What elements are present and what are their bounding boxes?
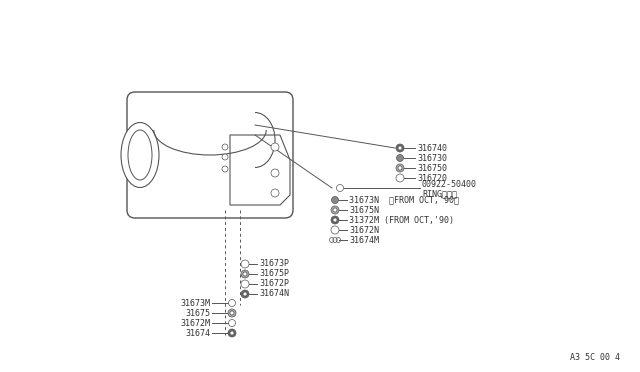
Circle shape — [271, 189, 279, 197]
Text: 31372M (FROM OCT,'90): 31372M (FROM OCT,'90) — [349, 215, 454, 224]
Text: 316720: 316720 — [417, 173, 447, 183]
Circle shape — [332, 196, 339, 203]
Text: 31672P: 31672P — [259, 279, 289, 289]
Circle shape — [241, 270, 249, 278]
Circle shape — [398, 146, 402, 150]
Text: 31674M: 31674M — [349, 235, 379, 244]
Text: A3 5C 00 4: A3 5C 00 4 — [570, 353, 620, 362]
Text: 31674: 31674 — [185, 328, 210, 337]
Text: 31672N: 31672N — [349, 225, 379, 234]
Circle shape — [228, 320, 236, 327]
Circle shape — [230, 331, 234, 335]
Circle shape — [396, 144, 404, 152]
Polygon shape — [230, 135, 290, 205]
Circle shape — [396, 174, 404, 182]
Circle shape — [333, 208, 337, 212]
Circle shape — [331, 206, 339, 214]
Ellipse shape — [128, 130, 152, 180]
Text: 31673N  〈FROM OCT,'90〉: 31673N 〈FROM OCT,'90〉 — [349, 196, 459, 205]
Circle shape — [222, 144, 228, 150]
Text: 31673M: 31673M — [180, 298, 210, 308]
Circle shape — [241, 280, 249, 288]
Text: 31675P: 31675P — [259, 269, 289, 279]
Circle shape — [222, 154, 228, 160]
Ellipse shape — [121, 122, 159, 187]
Circle shape — [228, 309, 236, 317]
Text: 316740: 316740 — [417, 144, 447, 153]
Text: 00922-50400: 00922-50400 — [422, 180, 477, 189]
Circle shape — [271, 143, 279, 151]
Circle shape — [243, 272, 247, 276]
Circle shape — [333, 218, 337, 222]
Circle shape — [337, 185, 344, 192]
Text: 316750: 316750 — [417, 164, 447, 173]
Circle shape — [331, 226, 339, 234]
Text: 316730: 316730 — [417, 154, 447, 163]
Circle shape — [241, 290, 249, 298]
Text: 31673P: 31673P — [259, 260, 289, 269]
Circle shape — [396, 164, 404, 172]
Circle shape — [222, 166, 228, 172]
Circle shape — [243, 292, 247, 296]
Circle shape — [241, 260, 249, 268]
Circle shape — [398, 166, 402, 170]
Text: RINGリング: RINGリング — [422, 189, 457, 199]
Text: 31674N: 31674N — [259, 289, 289, 298]
Circle shape — [331, 216, 339, 224]
Text: 31675N: 31675N — [349, 205, 379, 215]
Circle shape — [230, 311, 234, 315]
Circle shape — [397, 154, 403, 161]
Circle shape — [228, 299, 236, 307]
Text: 31675: 31675 — [185, 308, 210, 317]
FancyBboxPatch shape — [127, 92, 293, 218]
Circle shape — [228, 329, 236, 337]
Circle shape — [271, 169, 279, 177]
Text: 31672M: 31672M — [180, 318, 210, 327]
